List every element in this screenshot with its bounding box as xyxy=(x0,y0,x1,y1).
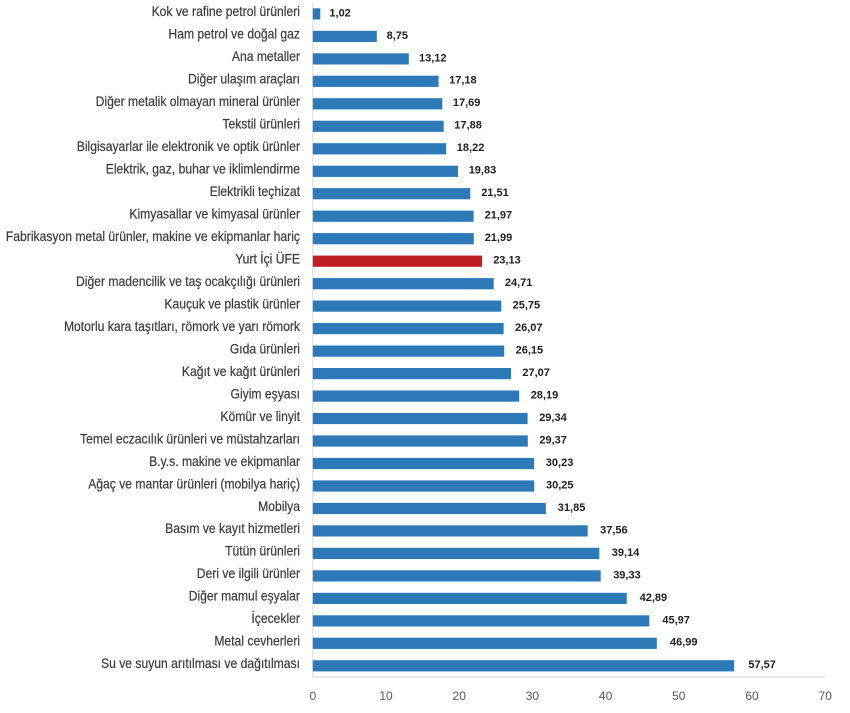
svg-text:Elektrikli teçhizat: Elektrikli teçhizat xyxy=(210,183,301,199)
svg-text:17,18: 17,18 xyxy=(449,75,477,87)
svg-text:Gıda ürünleri: Gıda ürünleri xyxy=(230,341,300,357)
svg-text:29,37: 29,37 xyxy=(539,434,567,446)
svg-text:Bilgisayarlar ile elektronik v: Bilgisayarlar ile elektronik ve optik ür… xyxy=(77,138,301,154)
svg-text:Kağıt ve kağıt ürünleri: Kağıt ve kağıt ürünleri xyxy=(182,363,300,379)
svg-text:26,07: 26,07 xyxy=(515,322,543,334)
svg-text:30,23: 30,23 xyxy=(546,457,574,469)
svg-text:37,56: 37,56 xyxy=(600,524,628,536)
svg-text:10: 10 xyxy=(379,689,393,703)
svg-text:Yurt İçi ÜFE: Yurt İçi ÜFE xyxy=(235,251,300,267)
svg-text:30,25: 30,25 xyxy=(546,479,574,491)
svg-text:46,99: 46,99 xyxy=(670,637,698,649)
svg-text:21,51: 21,51 xyxy=(481,187,509,199)
svg-text:Metal cevherleri: Metal cevherleri xyxy=(214,633,300,649)
svg-text:Mobilya: Mobilya xyxy=(258,498,301,514)
svg-text:21,97: 21,97 xyxy=(485,210,513,222)
svg-text:Ham petrol ve doğal gaz: Ham petrol ve doğal gaz xyxy=(168,26,300,42)
svg-text:Motorlu kara taşıtları, römork: Motorlu kara taşıtları, römork ve yarı r… xyxy=(64,318,301,334)
svg-text:45,97: 45,97 xyxy=(662,614,690,626)
svg-text:23,13: 23,13 xyxy=(493,255,521,267)
svg-text:42,89: 42,89 xyxy=(640,592,668,604)
svg-text:Tütün ürünleri: Tütün ürünleri xyxy=(225,543,300,559)
svg-text:Giyim eşyası: Giyim eşyası xyxy=(231,386,300,402)
svg-text:Deri ve ilgili ürünler: Deri ve ilgili ürünler xyxy=(197,566,301,582)
svg-text:Kömür ve linyit: Kömür ve linyit xyxy=(220,408,300,424)
svg-text:B.y.s. makine ve ekipmanlar: B.y.s. makine ve ekipmanlar xyxy=(149,453,301,469)
svg-text:30: 30 xyxy=(526,689,540,703)
svg-text:13,12: 13,12 xyxy=(419,52,447,64)
svg-text:26,15: 26,15 xyxy=(516,345,544,357)
svg-text:Tekstil ürünleri: Tekstil ürünleri xyxy=(222,116,300,132)
svg-text:Fabrikasyon metal ürünler, mak: Fabrikasyon metal ürünler, makine ve eki… xyxy=(6,228,301,244)
svg-text:Kauçuk ve plastik ürünler: Kauçuk ve plastik ürünler xyxy=(164,296,300,312)
svg-text:39,14: 39,14 xyxy=(612,547,640,559)
svg-text:Diğer ulaşım araçları: Diğer ulaşım araçları xyxy=(188,71,300,87)
svg-text:Diğer mamul eşyalar: Diğer mamul eşyalar xyxy=(189,588,301,604)
svg-text:40: 40 xyxy=(599,689,613,703)
svg-text:Basım ve kayıt hizmetleri: Basım ve kayıt hizmetleri xyxy=(165,521,300,537)
svg-text:17,88: 17,88 xyxy=(454,120,482,132)
svg-text:Su ve suyun arıtılması ve dağı: Su ve suyun arıtılması ve dağıtılması xyxy=(101,655,300,671)
svg-text:60: 60 xyxy=(745,689,759,703)
svg-text:Temel eczacılık ürünleri ve mü: Temel eczacılık ürünleri ve müstahzarlar… xyxy=(80,431,300,447)
svg-text:21,99: 21,99 xyxy=(485,232,513,244)
svg-text:19,83: 19,83 xyxy=(469,165,497,177)
svg-text:Elektrik, gaz, buhar ve ikliml: Elektrik, gaz, buhar ve iklimlendirme xyxy=(106,161,300,177)
svg-text:Ağaç ve mantar ürünleri (mobil: Ağaç ve mantar ürünleri (mobilya hariç) xyxy=(88,476,300,492)
svg-text:Kok ve rafine petrol ürünleri: Kok ve rafine petrol ürünleri xyxy=(152,4,300,20)
svg-text:57,57: 57,57 xyxy=(748,659,776,671)
svg-text:Diğer metalik olmayan mineral: Diğer metalik olmayan mineral ürünler xyxy=(96,93,301,109)
svg-text:İçecekler: İçecekler xyxy=(251,611,300,627)
svg-text:25,75: 25,75 xyxy=(513,300,541,312)
svg-text:39,33: 39,33 xyxy=(613,569,641,581)
svg-text:Kimyasallar ve kimyasal ürünle: Kimyasallar ve kimyasal ürünler xyxy=(129,206,300,222)
svg-text:18,22: 18,22 xyxy=(457,142,485,154)
svg-text:50: 50 xyxy=(672,689,686,703)
svg-text:Diğer madencilik ve taş ocakçı: Diğer madencilik ve taş ocakçılığı ürünl… xyxy=(76,273,300,289)
svg-text:24,71: 24,71 xyxy=(505,277,533,289)
svg-text:0: 0 xyxy=(309,689,316,703)
svg-text:1,02: 1,02 xyxy=(329,7,350,19)
svg-text:70: 70 xyxy=(819,689,833,703)
svg-text:27,07: 27,07 xyxy=(522,367,550,379)
svg-text:29,34: 29,34 xyxy=(539,412,567,424)
svg-text:Ana metaller: Ana metaller xyxy=(232,49,301,65)
svg-text:17,69: 17,69 xyxy=(453,97,481,109)
svg-text:20: 20 xyxy=(453,689,467,703)
svg-text:28,19: 28,19 xyxy=(531,390,559,402)
svg-text:31,85: 31,85 xyxy=(558,502,586,514)
svg-text:8,75: 8,75 xyxy=(387,30,408,42)
